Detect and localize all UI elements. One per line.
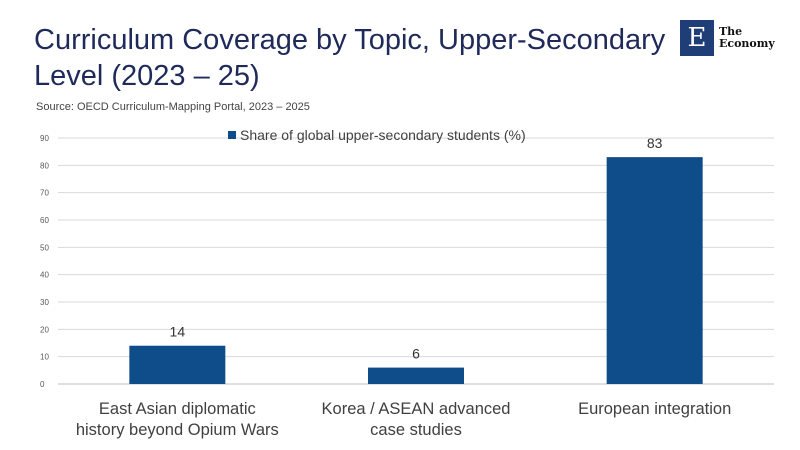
y-tick-label: 70 — [40, 189, 49, 198]
x-tick-label: East Asian diplomatic history beyond Opiu… — [76, 400, 279, 439]
y-tick-label: 80 — [40, 161, 49, 170]
x-tick-label-line: history beyond Opium Wars — [76, 421, 279, 439]
x-tick-label-line: case studies — [370, 421, 462, 439]
data-label: 14 — [170, 324, 186, 340]
x-tick-label-line: East Asian diplomatic — [99, 400, 256, 418]
y-axis-ticks: 0 10 20 30 40 50 60 70 80 90 — [40, 134, 49, 389]
x-tick-label: European integration — [578, 400, 731, 418]
x-axis-labels: East Asian diplomatic history beyond Opiu… — [76, 400, 731, 439]
y-tick-label: 40 — [40, 271, 49, 280]
legend: Share of global upper-secondary students… — [228, 127, 526, 143]
x-tick-label-line: European integration — [578, 400, 731, 418]
y-tick-label: 30 — [40, 298, 49, 307]
y-tick-label: 60 — [40, 216, 49, 225]
chart-title: Curriculum Coverage by Topic, Upper-Seco… — [34, 24, 666, 92]
legend-label: Share of global upper-secondary students… — [240, 127, 526, 143]
publisher-logo: E The Economy — [680, 20, 775, 56]
y-tick-label: 50 — [40, 243, 49, 252]
y-tick-label: 0 — [40, 380, 45, 389]
bars — [129, 157, 703, 384]
y-tick-label: 20 — [40, 325, 49, 334]
legend-swatch — [228, 131, 236, 139]
bar — [606, 157, 703, 384]
x-tick-label-line: Korea / ASEAN advanced — [322, 400, 511, 418]
bar — [129, 345, 226, 384]
x-tick-label: Korea / ASEAN advanced case studies — [322, 400, 511, 439]
chart-source: Source: OECD Curriculum-Mapping Portal, … — [36, 101, 310, 113]
data-labels: 14 6 83 — [170, 135, 663, 361]
data-label: 83 — [647, 135, 663, 151]
logo-line-2: Economy — [719, 37, 775, 50]
logo-mark: E — [680, 20, 714, 56]
bar — [368, 367, 464, 384]
y-tick-label: 90 — [40, 134, 49, 143]
data-label: 6 — [412, 346, 420, 362]
logo-wordmark: The Economy — [719, 26, 775, 50]
logo-line-1: The — [719, 25, 743, 38]
y-tick-label: 10 — [40, 353, 49, 362]
